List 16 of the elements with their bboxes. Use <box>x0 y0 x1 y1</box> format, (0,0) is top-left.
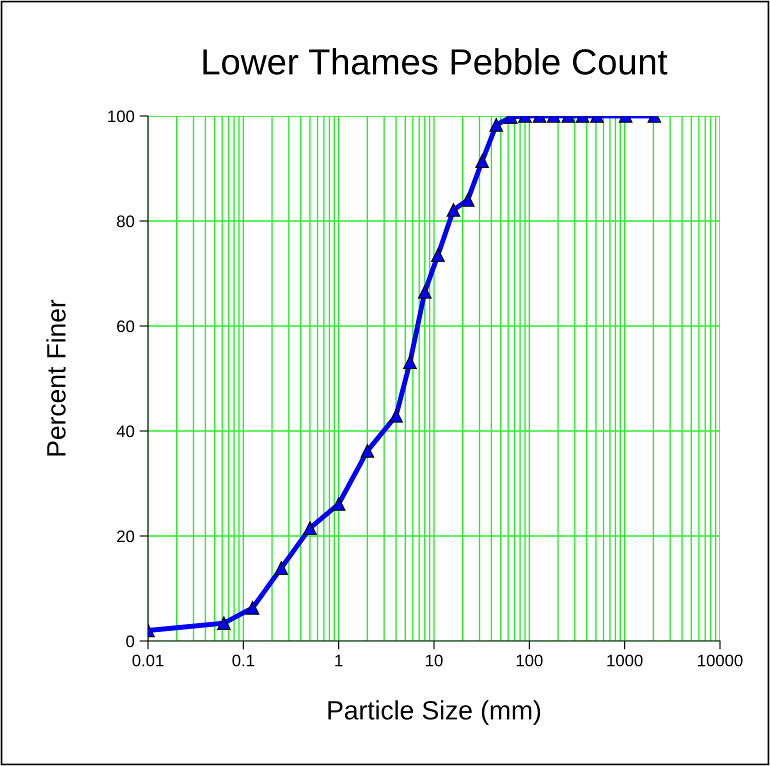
y-tick-label: 20 <box>117 530 134 542</box>
y-tick-label: 60 <box>117 320 134 332</box>
y-tick-label: 80 <box>116 215 134 228</box>
y-tick-label: 0 <box>126 635 134 648</box>
x-tick-label: 100 <box>516 654 543 666</box>
y-tick-label: 40 <box>116 425 134 438</box>
x-tick-label: 10000 <box>698 654 743 666</box>
x-tick-label: 1 <box>335 654 342 666</box>
x-tick-label: 1000 <box>607 654 643 666</box>
x-tick-label: 0.1 <box>232 654 254 666</box>
y-tick-label: 100 <box>108 110 134 122</box>
x-axis-title: Particle Size (mm) <box>328 700 540 725</box>
chart-title: Lower Thames Pebble Count <box>203 48 668 75</box>
x-tick-label: 10 <box>426 654 443 666</box>
x-tick-label: 0.01 <box>132 654 164 666</box>
y-axis-title: Percent Finer <box>46 300 66 456</box>
